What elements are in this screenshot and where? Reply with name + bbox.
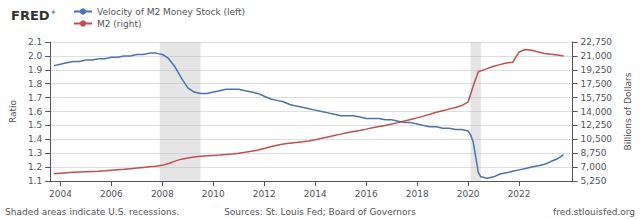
svg-text:✦: ✦ (50, 8, 57, 17)
svg-text:17,500: 17,500 (581, 79, 613, 89)
svg-text:2006: 2006 (100, 189, 123, 199)
svg-text:Sources: St. Louis Fed; Board: Sources: St. Louis Fed; Board of Governo… (224, 207, 416, 217)
svg-text:7,000: 7,000 (581, 162, 607, 172)
svg-text:22,750: 22,750 (581, 37, 613, 47)
svg-text:14,000: 14,000 (581, 107, 613, 117)
svg-text:12,250: 12,250 (581, 120, 613, 130)
svg-text:1.4: 1.4 (28, 134, 43, 144)
svg-text:1.9: 1.9 (28, 65, 43, 75)
svg-text:2012: 2012 (253, 189, 276, 199)
svg-text:5,250: 5,250 (581, 176, 607, 186)
svg-text:10,500: 10,500 (581, 134, 613, 144)
svg-text:19,250: 19,250 (581, 65, 613, 75)
svg-text:1.6: 1.6 (28, 107, 43, 117)
svg-text:2014: 2014 (304, 189, 327, 199)
svg-text:2.0: 2.0 (28, 51, 43, 61)
svg-text:2020: 2020 (457, 189, 480, 199)
svg-text:1.2: 1.2 (28, 162, 42, 172)
svg-text:2022: 2022 (508, 189, 531, 199)
svg-text:1.1: 1.1 (28, 176, 42, 186)
svg-text:2008: 2008 (151, 189, 174, 199)
svg-text:2010: 2010 (202, 189, 225, 199)
svg-text:2004: 2004 (49, 189, 72, 199)
svg-text:2018: 2018 (406, 189, 429, 199)
svg-text:1.8: 1.8 (28, 79, 43, 89)
svg-text:Velocity of M2 Money Stock (le: Velocity of M2 Money Stock (left) (97, 7, 245, 17)
svg-text:15,750: 15,750 (581, 93, 613, 103)
svg-text:8,750: 8,750 (581, 148, 607, 158)
svg-text:21,000: 21,000 (581, 51, 613, 61)
svg-text:1.7: 1.7 (28, 93, 42, 103)
svg-text:M2 (right): M2 (right) (97, 19, 142, 29)
svg-text:2.1: 2.1 (28, 37, 42, 47)
svg-text:Ratio: Ratio (8, 99, 18, 123)
svg-text:Shaded areas indicate U.S. rec: Shaded areas indicate U.S. recessions. (5, 207, 179, 217)
svg-text:FRED: FRED (11, 8, 50, 23)
svg-text:Billions of Dollars: Billions of Dollars (623, 72, 633, 150)
svg-text:2016: 2016 (355, 189, 378, 199)
svg-text:1.3: 1.3 (28, 148, 42, 158)
svg-text:fred.stlouisfed.org: fred.stlouisfed.org (553, 207, 635, 217)
svg-text:1.5: 1.5 (28, 120, 42, 130)
